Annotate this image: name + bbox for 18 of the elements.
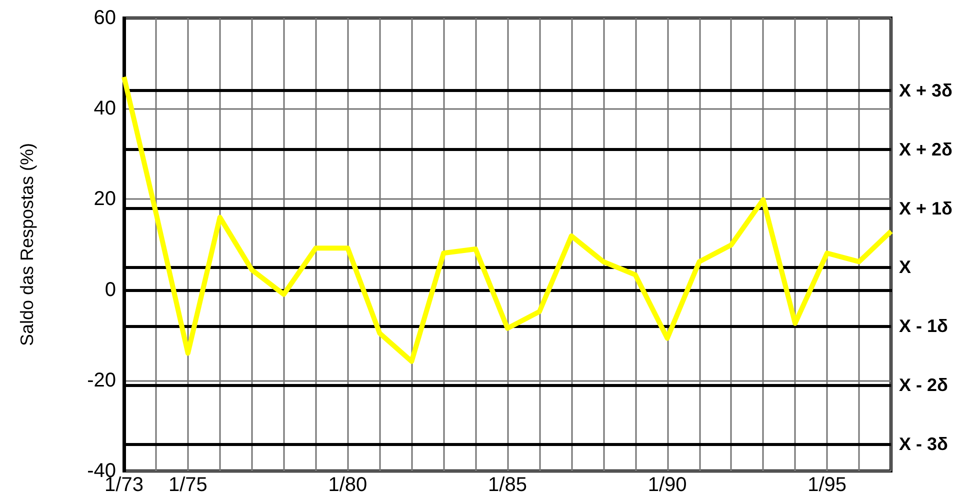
y-tick-label: -20: [87, 369, 116, 392]
ref-line-label: X + 1δ: [899, 198, 953, 218]
ref-line-label: X - 1δ: [899, 316, 948, 336]
x-tick-label: 1/75: [168, 474, 208, 496]
x-tick-label: 1/90: [648, 474, 687, 496]
y-tick-label: 40: [94, 98, 116, 120]
x-tick-label: 1/95: [808, 474, 847, 496]
ref-line-label: X: [899, 257, 912, 278]
y-tick-label: 20: [94, 188, 116, 210]
y-axis-title: Saldo das Respostas (%): [17, 142, 37, 346]
ref-line-label: X + 2δ: [899, 139, 953, 160]
x-tick-label: 1/80: [328, 474, 368, 496]
ref-line-label: X + 3δ: [899, 80, 953, 100]
x-tick-label: 1/85: [488, 474, 527, 496]
ref-line-label: X - 2δ: [899, 374, 948, 395]
y-tick-label: 0: [104, 278, 116, 301]
ref-line-label: X - 3δ: [899, 434, 948, 454]
y-tick-label: 60: [94, 7, 116, 29]
